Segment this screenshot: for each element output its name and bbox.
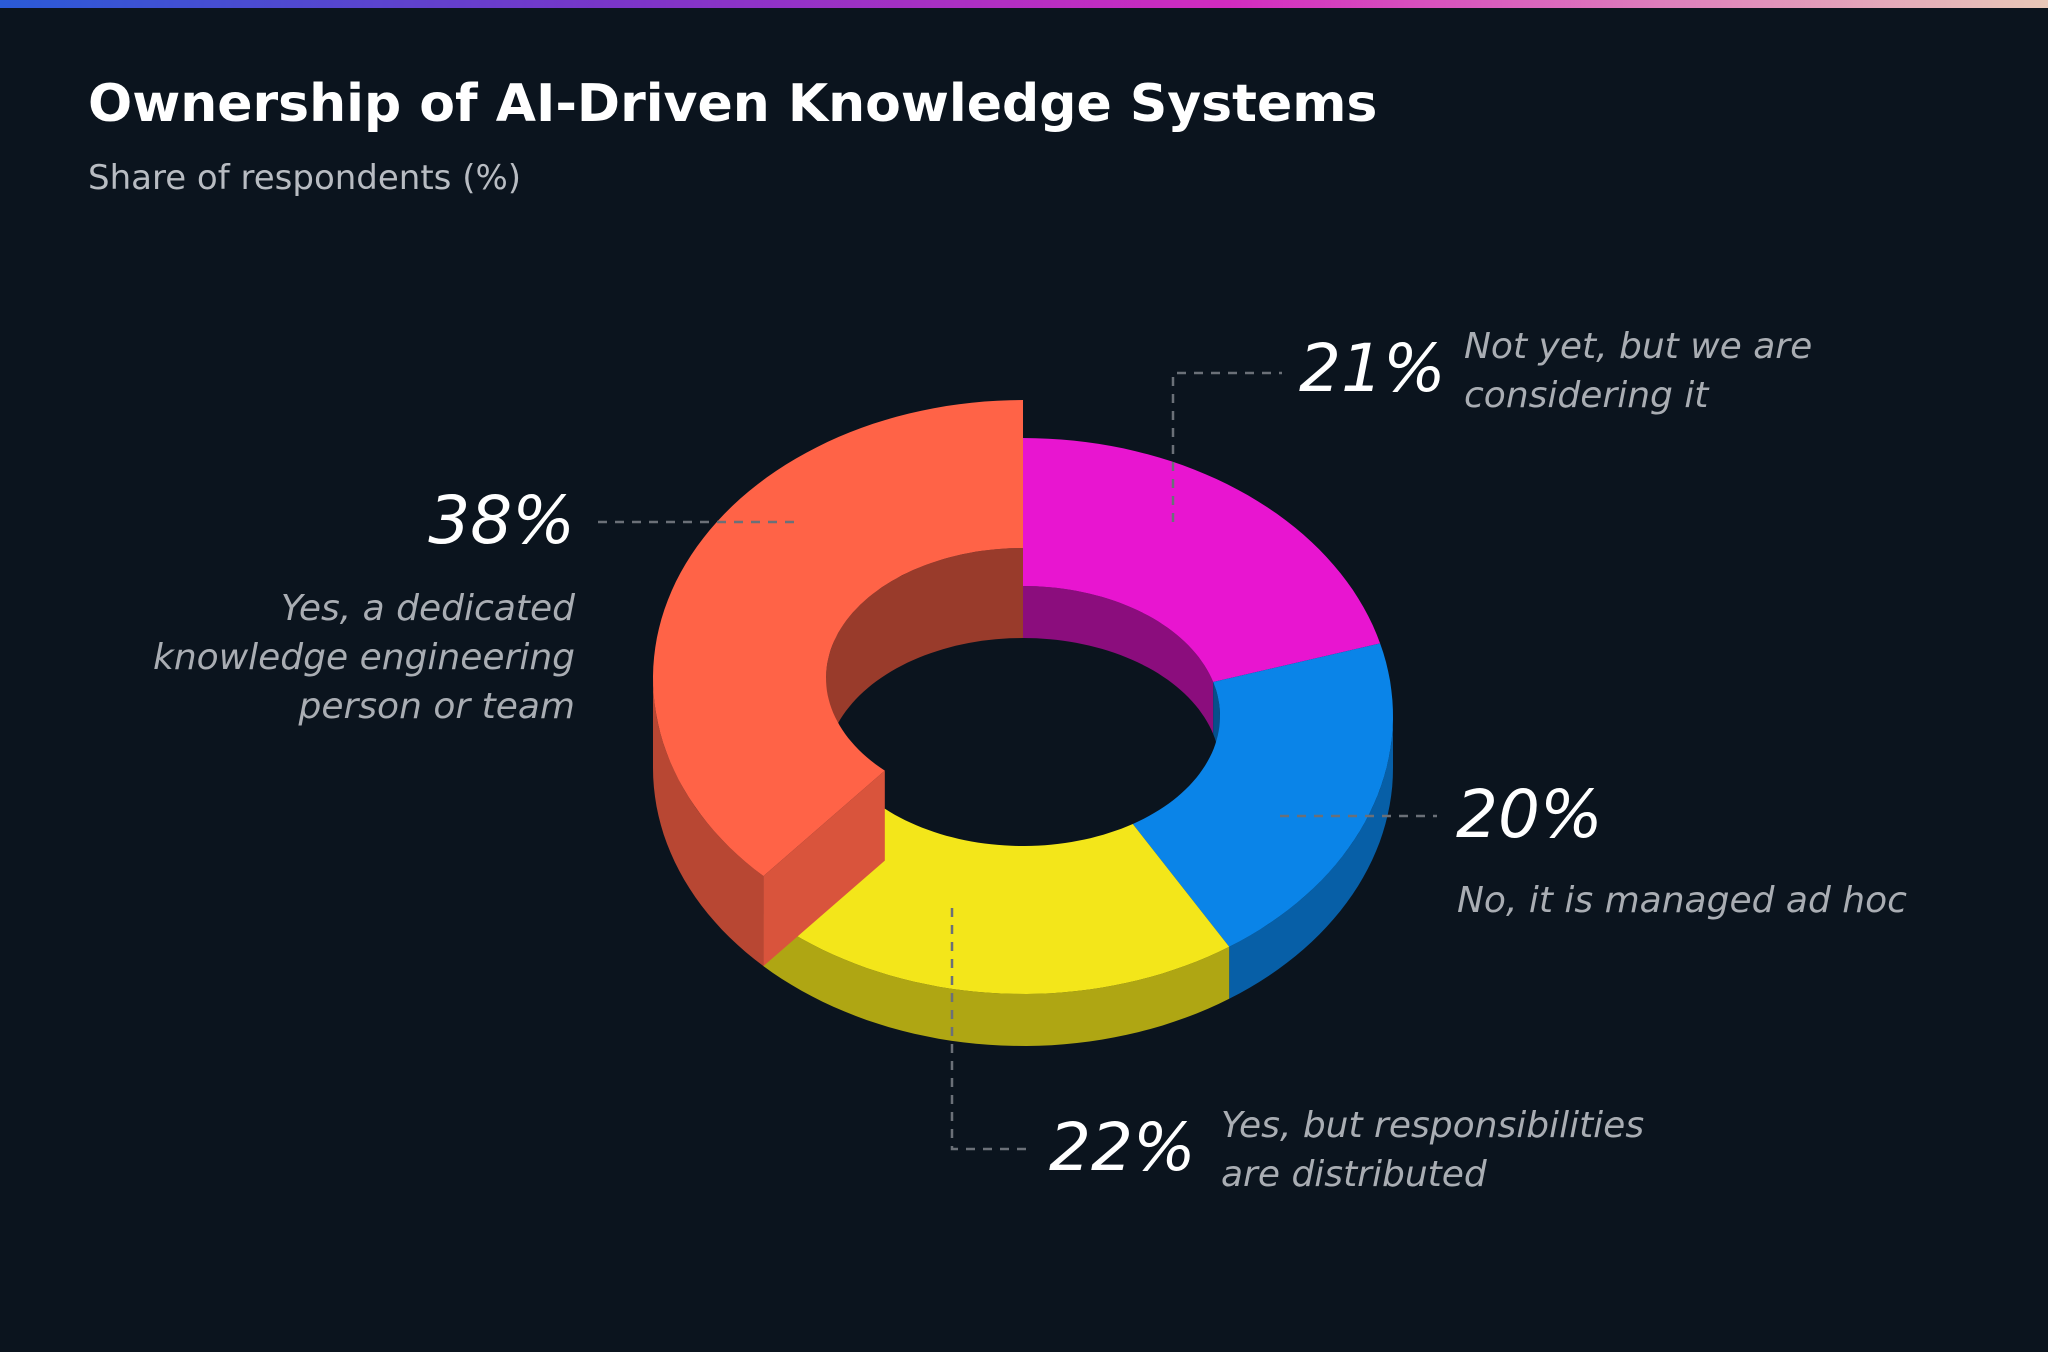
- slice-inner-wall: [826, 548, 1023, 768]
- value-label: 20%: [1456, 776, 1603, 853]
- slice-outer-wall: [763, 914, 1230, 1046]
- accent-bar: [0, 0, 2048, 8]
- donut-slice: [1023, 438, 1381, 734]
- value-label: 22%: [1049, 1109, 1196, 1186]
- slice-end-face: [763, 770, 885, 967]
- donut-slice: [1132, 643, 1393, 999]
- chart-title: Ownership of AI-Driven Knowledge Systems: [88, 74, 1378, 134]
- category-label: Yes, a dedicated knowledge engineering p…: [153, 588, 575, 727]
- leader-line: [1171, 371, 1282, 522]
- slice-outer-wall: [653, 678, 764, 967]
- slice-top: [1023, 438, 1381, 682]
- slice-outer-wall: [1229, 716, 1393, 999]
- slice-top: [1132, 643, 1393, 947]
- chart-subtitle: Share of respondents (%): [88, 158, 522, 198]
- slice-top: [653, 400, 1023, 877]
- value-label: 21%: [1299, 330, 1446, 407]
- donut-slice: [653, 400, 1023, 967]
- leader-line: [950, 908, 1032, 1151]
- category-label: No, it is managed ad hoc: [1457, 880, 1907, 921]
- slice-inner-wall: [1023, 586, 1214, 734]
- category-label: Yes, but responsibilities are distribute…: [1221, 1105, 1645, 1195]
- value-label: 38%: [428, 482, 575, 559]
- category-label: Not yet, but we are considering it: [1464, 326, 1813, 416]
